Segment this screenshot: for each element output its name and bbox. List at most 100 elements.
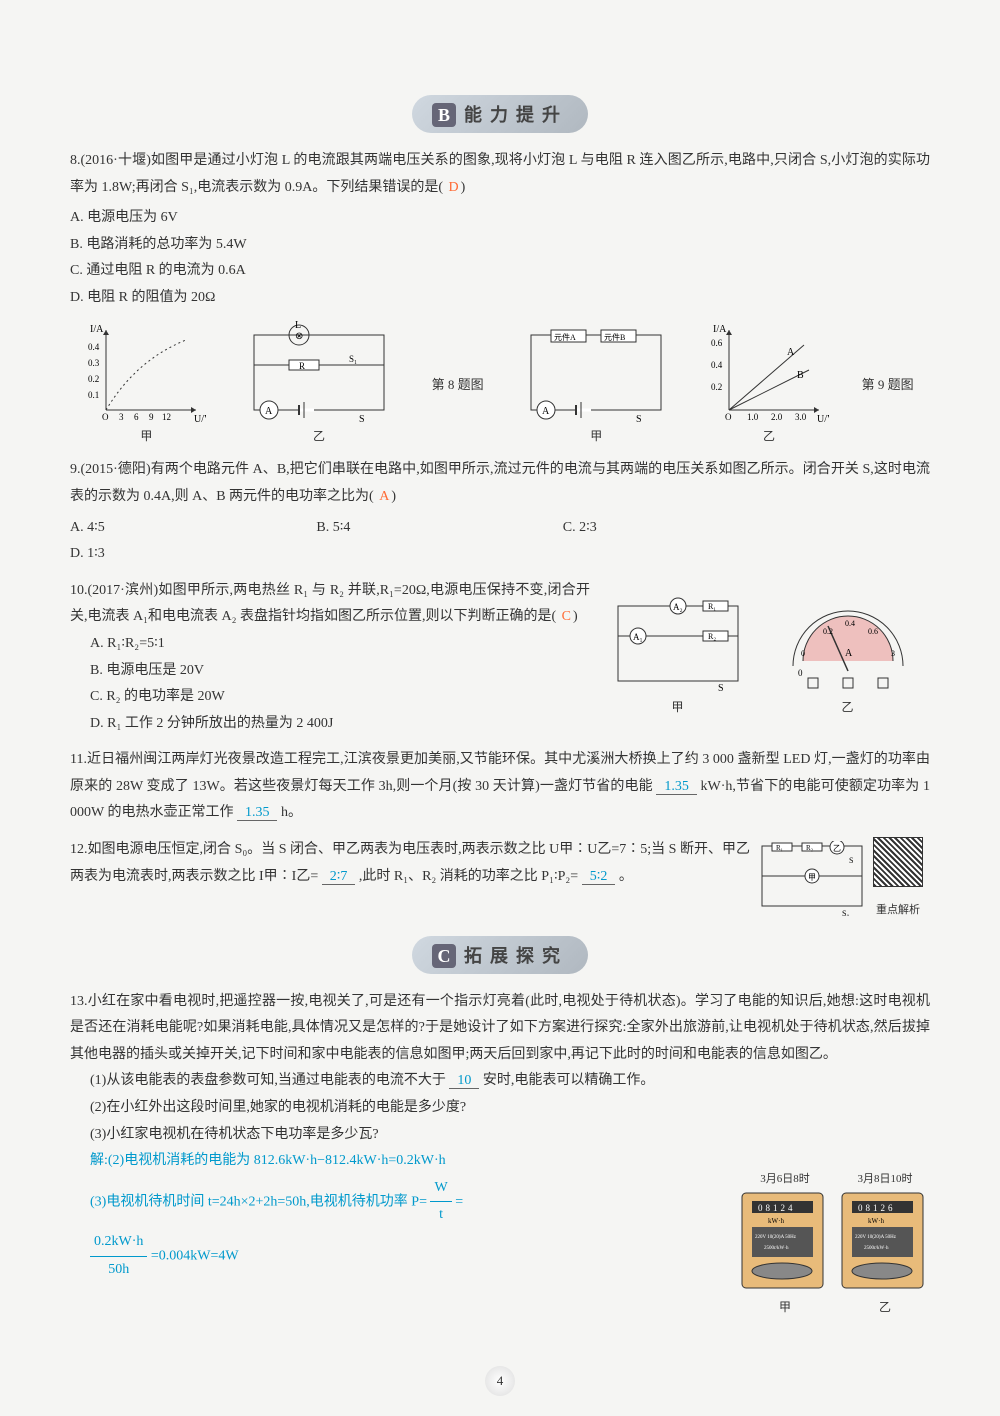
svg-text:S: S <box>359 414 365 425</box>
q13-figures: 3月6日8时 08124 kW·h 220V 10(20)A 50Hz 2500… <box>740 1169 930 1320</box>
q9-close: ) <box>391 489 396 504</box>
q13-sol3-eq: = <box>455 1194 463 1209</box>
svg-text:⊗: ⊗ <box>295 331 303 342</box>
q11-ans1: 1.35 <box>656 779 697 795</box>
svg-text:O: O <box>725 412 732 422</box>
q13-frac2-num: 0.2kW·h <box>90 1229 147 1257</box>
q9-opt-b: B. 5∶4 <box>316 515 522 542</box>
svg-text:U/V: U/V <box>817 414 829 425</box>
svg-text:2500r/kW·h: 2500r/kW·h <box>864 1246 889 1251</box>
q8-circuit1-sublabel: 乙 <box>239 425 399 448</box>
q10-meter-svg: 0 0.2 0.4 0.6 A 3 0 <box>783 596 913 696</box>
q12-circuit-svg: R₁ R₂ 乙 S 甲 S₀ <box>757 841 867 916</box>
q13-sol3-text1: (3)电视机待机时间 t=24h×2+2h=50h,电视机待机功率 P= <box>90 1194 427 1209</box>
q10-circuit-svg: A₁ A₂ R₁ R₂ S <box>608 596 748 696</box>
svg-text:R₂: R₂ <box>806 844 814 852</box>
svg-text:0.6: 0.6 <box>711 338 723 348</box>
svg-text:1.0: 1.0 <box>747 412 759 422</box>
q8-graph1-sublabel: 甲 <box>86 425 206 448</box>
svg-text:A: A <box>542 406 550 417</box>
q13-num: 13. <box>70 994 88 1009</box>
svg-text:S₁: S₁ <box>349 354 357 364</box>
q13-meter-yi: 3月8日10时 08126 kW·h 220V 10(20)A 50Hz 250… <box>840 1169 930 1320</box>
q10-opt-a: A. R₁∶R₂=5∶1 <box>90 631 590 658</box>
question-12: 12.如图电源电压恒定,闭合 S₀。当 S 闭合、甲乙两表为电压表时,两表示数之… <box>70 837 930 920</box>
q13-meter-jia-label: 甲 <box>740 1296 830 1319</box>
q13-text: 小红在家中看电视时,把遥控器一按,电视关了,可是还有一个指示灯亮着(此时,电视处… <box>70 994 930 1062</box>
q13-meter-yi-time: 3月8日10时 <box>840 1169 930 1190</box>
q13-sub1-text2: 安时,电能表可以精确工作。 <box>483 1073 655 1088</box>
svg-text:元件B: 元件B <box>604 332 625 342</box>
q13-sub2: (2)在小红外出这段时间里,她家的电视机消耗的电能是多少度? <box>90 1095 930 1122</box>
svg-text:O: O <box>102 412 109 422</box>
svg-text:220V 10(20)A 50Hz: 220V 10(20)A 50Hz <box>755 1235 797 1240</box>
svg-text:0.4: 0.4 <box>711 360 723 370</box>
q9-num: 9. <box>70 462 81 477</box>
svg-text:2500r/kW·h: 2500r/kW·h <box>764 1246 789 1251</box>
q8-num: 8. <box>70 153 81 168</box>
svg-text:A: A <box>787 347 795 358</box>
q13-meter-yi-label: 乙 <box>840 1296 930 1319</box>
q13-meter-jia: 3月6日8时 08124 kW·h 220V 10(20)A 50Hz 2500… <box>740 1169 830 1320</box>
svg-text:0.1: 0.1 <box>88 390 99 400</box>
q10-circuit: A₁ A₂ R₁ R₂ S 甲 <box>608 596 748 719</box>
q8-opt-b: B. 电路消耗的总功率为 5.4W <box>70 232 483 259</box>
section-c-header: C 拓展探究 <box>70 936 930 974</box>
q8-answer: D <box>447 180 461 195</box>
q8-graph1-svg: U/V I/A O 3 6 9 12 0.1 0.2 0.3 0.4 <box>86 320 206 425</box>
q8-opt-c: C. 通过电阻 R 的电流为 0.6A <box>70 258 483 285</box>
svg-text:0.2: 0.2 <box>711 382 722 392</box>
q8-circuit2-sublabel: 甲 <box>516 425 676 448</box>
svg-text:S: S <box>718 683 724 694</box>
section-b-header: B能力提升 <box>70 95 930 133</box>
svg-text:6: 6 <box>134 412 139 422</box>
q8-graph2: A B U/V I/A O 1.0 2.0 3.0 0.2 0.4 0.6 乙 <box>709 320 829 448</box>
q8-text: 如图甲是通过小灯泡 L 的电流跟其两端电压关系的图象,现将小灯泡 L 与电阻 R… <box>70 153 930 195</box>
q8-circuit2: 元件A 元件B A S 甲 <box>516 320 676 448</box>
q12-ans2: 5∶2 <box>582 869 616 885</box>
q9-text: 有两个电路元件 A、B,把它们串联在电路中,如图甲所示,流过元件的电流与其两端的… <box>70 462 930 504</box>
svg-text:kW·h: kW·h <box>868 1217 884 1225</box>
q13-frac1-num: W <box>430 1175 451 1203</box>
q10-num: 10. <box>70 583 88 598</box>
q8-source: (2016·十堰) <box>81 153 151 168</box>
q12-text2: ,此时 R₁、R₂ 消耗的功率之比 P₁∶P₂= <box>359 869 578 884</box>
q13-frac1-den: t <box>430 1202 451 1229</box>
q10-close: ) <box>573 609 578 624</box>
q10-source: (2017·滨州) <box>88 583 159 598</box>
q12-qr-icon <box>873 837 923 887</box>
svg-text:I/A: I/A <box>90 324 104 335</box>
svg-text:0: 0 <box>801 649 805 658</box>
q11-text3: h。 <box>281 805 302 820</box>
svg-text:08126: 08126 <box>858 1203 896 1213</box>
q12-ans1: 2∶7 <box>322 869 356 885</box>
section-c-letter: C <box>432 944 456 968</box>
svg-text:乙: 乙 <box>833 844 841 853</box>
svg-text:0.2: 0.2 <box>823 627 833 636</box>
q9-answer: A <box>377 489 391 504</box>
q8-caption: 第 8 题图 <box>432 373 484 398</box>
q13-sub3: (3)小红家电视机在待机状态下电功率是多少瓦? <box>90 1122 930 1149</box>
section-c-title: 拓展探究 <box>464 946 568 966</box>
page-number: 4 <box>485 1366 515 1396</box>
q8-circuit1-svg: ⊗ L R S₁ A S <box>239 320 399 425</box>
q12-text3: 。 <box>619 869 633 884</box>
svg-text:3: 3 <box>119 412 124 422</box>
svg-text:0.3: 0.3 <box>88 358 100 368</box>
q13-sub1-text1: (1)从该电能表的表盘参数可知,当通过电能表的电流不大于 <box>90 1073 446 1088</box>
svg-text:2.0: 2.0 <box>771 412 783 422</box>
q8-graph2-sublabel: 乙 <box>709 425 829 448</box>
svg-text:A₂: A₂ <box>673 602 683 612</box>
q9-opt-c: C. 2∶3 <box>563 515 769 542</box>
q8-graph1: U/V I/A O 3 6 9 12 0.1 0.2 0.3 0.4 甲 <box>86 320 206 448</box>
q8-opt-d: D. 电阻 R 的阻值为 20Ω <box>70 285 483 312</box>
q10-opt-b: B. 电源电压是 20V <box>90 658 590 685</box>
q10-opt-c: C. R₂ 的电功率是 20W <box>90 684 590 711</box>
svg-text:0.4: 0.4 <box>845 619 855 628</box>
svg-text:A₁: A₁ <box>633 632 643 642</box>
svg-text:0: 0 <box>798 668 803 678</box>
svg-text:甲: 甲 <box>808 873 816 882</box>
q13-sol3-text2: =0.004kW=4W <box>151 1248 239 1263</box>
q8-circuit1: ⊗ L R S₁ A S 乙 <box>239 320 399 448</box>
q13-frac2-den: 50h <box>90 1257 147 1284</box>
